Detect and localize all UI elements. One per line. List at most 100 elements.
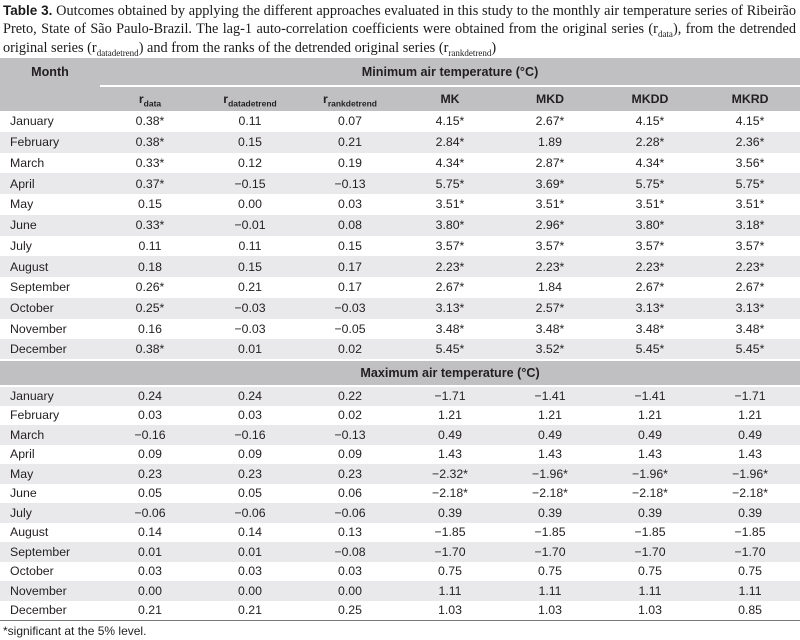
month-cell: October <box>10 564 54 579</box>
month-cell: February <box>10 408 60 423</box>
column-header-subscript: rankdetrend <box>327 98 377 109</box>
value-cell: 3.48* <box>435 321 465 336</box>
table-body: January 0.38* 0.11 0.07 4.15* 2.67* 4.15* 4.15*… <box>0 111 800 620</box>
value-cell: 3.51* <box>435 197 465 212</box>
value-cell: 3.13* <box>700 297 800 319</box>
column-header-data: rdata <box>100 86 200 111</box>
value-cell: 0.21 <box>238 603 262 618</box>
month-cell: December <box>10 603 67 618</box>
value-cell: 0.26* <box>135 280 165 295</box>
value-cell: 3.57* <box>635 238 665 253</box>
table-row-may: May 0.23 0.23 0.23 −2.32* −1.96* −1.96* −1.96* <box>0 464 800 484</box>
value-cell: 3.18* <box>700 214 800 236</box>
value-cell: 0.07 <box>338 114 362 129</box>
month-cell: May <box>0 464 100 484</box>
table-row-august: August 0.18 0.15 0.17 2.23* 2.23* 2.23* 2.23* <box>0 256 800 277</box>
value-cell: 0.02 <box>338 408 362 423</box>
value-cell: 0.75 <box>438 564 462 579</box>
value-cell: 5.45* <box>400 339 500 360</box>
value-cell: 0.38* <box>135 114 165 129</box>
month-cell: July <box>10 238 32 253</box>
value-cell: −0.01 <box>200 214 300 236</box>
value-cell: 1.03 <box>638 603 662 618</box>
value-cell: 1.03 <box>438 603 462 618</box>
value-cell: 2.57* <box>500 297 600 319</box>
value-cell: 2.67* <box>435 280 465 295</box>
month-cell: April <box>10 447 35 462</box>
table-row-july: July −0.06 −0.06 −0.06 0.39 0.39 0.39 0.39 <box>0 503 800 523</box>
value-cell: 5.45* <box>600 339 700 360</box>
value-cell: −2.18* <box>632 486 668 501</box>
value-cell: −0.03 <box>300 297 400 319</box>
value-cell: 2.96* <box>500 214 600 236</box>
value-cell: 1.43 <box>638 447 662 462</box>
value-cell: 5.75* <box>600 173 700 194</box>
caption-subscript: data <box>657 29 673 40</box>
value-cell: 0.23 <box>300 464 400 484</box>
value-cell: 0.09 <box>238 447 262 462</box>
caption-segment: ) and from the ranks of the detrended or… <box>138 39 449 56</box>
value-cell: 1.11 <box>600 581 700 601</box>
value-cell: 0.14 <box>138 525 162 540</box>
value-cell: 0.49 <box>700 425 800 445</box>
value-cell: 0.05 <box>138 486 162 501</box>
value-cell: 0.15 <box>338 238 362 253</box>
value-cell: 0.75 <box>738 564 762 579</box>
value-cell: 0.39 <box>600 503 700 523</box>
value-cell: −0.15 <box>200 173 300 194</box>
value-cell: 0.75 <box>538 564 562 579</box>
value-cell: 0.49 <box>600 425 700 445</box>
value-cell: −0.08 <box>300 542 400 562</box>
table-row-september: September 0.26* 0.21 0.17 2.67* 1.84 2.67* 2.67… <box>0 277 800 298</box>
value-cell: 0.33* <box>100 214 200 236</box>
table-row-december: December 0.38* 0.01 0.02 5.45* 3.52* 5.45* 5.45… <box>0 339 800 360</box>
month-cell: January <box>10 114 54 129</box>
month-cell: February <box>0 131 100 153</box>
value-cell: −1.85 <box>634 525 666 540</box>
header-row-columns: rdata rdatadetrend rrankdetrend MK MKD MKDD MK… <box>0 86 800 111</box>
column-header-month: Month <box>0 58 100 111</box>
value-cell: −1.41 <box>600 386 700 406</box>
column-header-rankdetrend: rrankdetrend <box>300 86 400 111</box>
value-cell: 0.13 <box>338 525 362 540</box>
value-cell: 0.00 <box>300 581 400 601</box>
value-cell: 0.23 <box>200 464 300 484</box>
value-cell: 0.17 <box>338 280 362 295</box>
table-row-march: March −0.16 −0.16 −0.13 0.49 0.49 0.49 0.49 <box>0 425 800 445</box>
value-cell: 1.11 <box>400 581 500 601</box>
column-header-mk: MK <box>400 86 500 111</box>
value-cell: 0.01 <box>100 542 200 562</box>
column-header-subscript: datadetrend <box>228 98 277 109</box>
value-cell: 2.23* <box>700 256 800 277</box>
value-cell: 0.00 <box>238 197 262 212</box>
value-cell: 0.17 <box>300 256 400 277</box>
value-cell: −1.71 <box>700 386 800 406</box>
month-cell: November <box>10 321 67 336</box>
value-cell: −0.13 <box>300 425 400 445</box>
value-cell: 4.15* <box>735 114 765 129</box>
value-cell: 0.39 <box>700 503 800 523</box>
month-cell: July <box>0 503 100 523</box>
section-header-minimum: Minimum air temperature (°C) <box>100 58 800 87</box>
value-cell: −0.06 <box>100 503 200 523</box>
value-cell: 0.49 <box>400 425 500 445</box>
value-cell: 2.23* <box>400 256 500 277</box>
value-cell: 1.43 <box>438 447 462 462</box>
value-cell: 0.00 <box>200 581 300 601</box>
column-header-mkdd: MKDD <box>600 86 700 111</box>
value-cell: −2.18* <box>432 486 468 501</box>
caption-segment: ), from the detrended original series (r <box>3 21 796 56</box>
value-cell: 0.03 <box>338 564 362 579</box>
month-cell: August <box>0 256 100 277</box>
value-cell: 0.06 <box>338 486 362 501</box>
value-cell: 2.67* <box>735 280 765 295</box>
table-row-february: February 0.03 0.03 0.02 1.21 1.21 1.21 1.21 <box>0 406 800 426</box>
value-cell: −0.16 <box>100 425 200 445</box>
value-cell: 2.36* <box>700 131 800 153</box>
value-cell: 3.57* <box>435 238 465 253</box>
value-cell: 3.80* <box>400 214 500 236</box>
column-header-base: r <box>223 92 229 106</box>
table-caption: Table 3. Outcomes obtained by applying t… <box>0 0 800 58</box>
value-cell: −2.18* <box>532 486 568 501</box>
value-cell: 3.48* <box>735 321 765 336</box>
